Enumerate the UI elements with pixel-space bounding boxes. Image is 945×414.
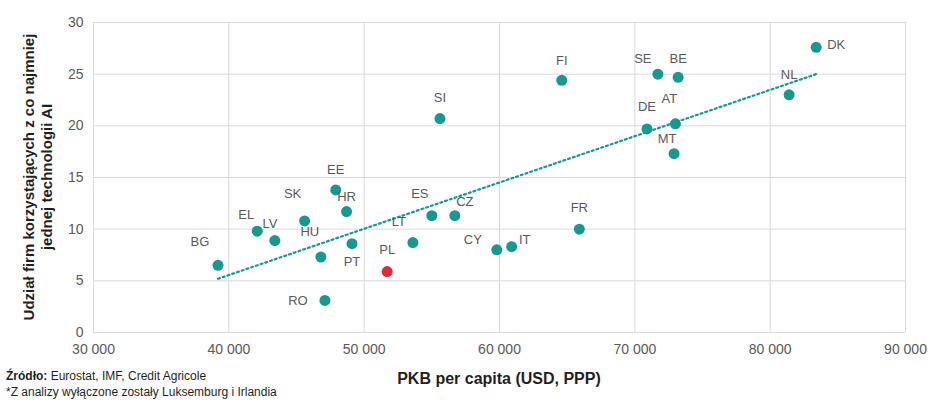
- svg-text:AT: AT: [662, 91, 678, 106]
- svg-text:PL: PL: [379, 242, 395, 257]
- svg-text:20: 20: [68, 117, 84, 133]
- svg-text:PT: PT: [344, 254, 361, 269]
- svg-text:MT: MT: [658, 131, 677, 146]
- svg-text:DE: DE: [638, 99, 656, 114]
- svg-text:CZ: CZ: [456, 194, 473, 209]
- svg-text:90 000: 90 000: [884, 341, 927, 357]
- svg-text:DK: DK: [827, 37, 845, 52]
- svg-text:BE: BE: [669, 51, 687, 66]
- svg-text:40 000: 40 000: [207, 341, 250, 357]
- svg-text:60 000: 60 000: [478, 341, 521, 357]
- html-text:Źródło: Eurostat, IMF, Credit: Źródło: Eurostat, IMF, Credit Agricole: [6, 369, 207, 383]
- svg-text:SE: SE: [634, 51, 652, 66]
- svg-text:25: 25: [68, 66, 84, 82]
- svg-text:LT: LT: [392, 214, 406, 229]
- svg-text:NL: NL: [781, 67, 798, 82]
- svg-text:RO: RO: [288, 293, 308, 308]
- html-text:Udział firm korzystających z c: Udział firm korzystających z co najmniej…: [20, 33, 55, 321]
- svg-text:EL: EL: [238, 207, 254, 222]
- html-text:PKB per capita (USD, PPP): PKB per capita (USD, PPP): [397, 370, 601, 387]
- svg-text:LV: LV: [262, 216, 277, 231]
- svg-text:50 000: 50 000: [343, 341, 386, 357]
- svg-text:30 000: 30 000: [72, 341, 115, 357]
- svg-text:FI: FI: [556, 53, 568, 68]
- svg-text:30: 30: [68, 14, 84, 30]
- svg-text:EE: EE: [327, 162, 345, 177]
- svg-text:70 000: 70 000: [613, 341, 656, 357]
- svg-text:ES: ES: [411, 186, 429, 201]
- svg-text:HR: HR: [337, 189, 356, 204]
- svg-text:IT: IT: [519, 232, 531, 247]
- svg-text:BG: BG: [191, 233, 210, 248]
- svg-text:80 000: 80 000: [749, 341, 792, 357]
- html-text:*Z analizy wyłączone zostały L: *Z analizy wyłączone zostały Luksemburg …: [6, 385, 277, 399]
- svg-text:CY: CY: [464, 232, 482, 247]
- svg-text:5: 5: [76, 272, 84, 288]
- svg-text:FR: FR: [571, 200, 588, 215]
- svg-text:SK: SK: [284, 186, 302, 201]
- svg-text:0: 0: [76, 324, 84, 340]
- svg-text:10: 10: [68, 221, 84, 237]
- svg-text:SI: SI: [434, 90, 446, 105]
- svg-text:HU: HU: [300, 224, 319, 239]
- svg-text:15: 15: [68, 169, 84, 185]
